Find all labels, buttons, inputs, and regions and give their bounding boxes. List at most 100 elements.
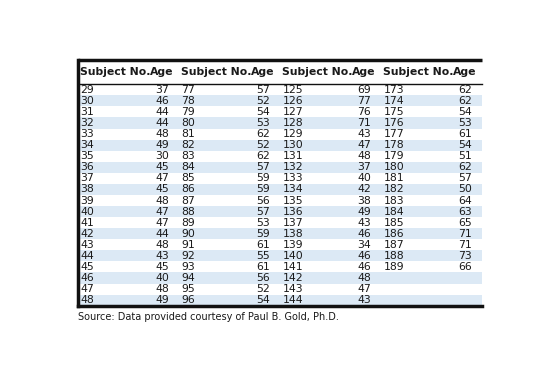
Text: 133: 133 <box>282 173 303 183</box>
Text: 59: 59 <box>256 229 270 239</box>
Text: 132: 132 <box>282 162 303 172</box>
Text: 137: 137 <box>282 217 303 228</box>
Text: 136: 136 <box>282 207 303 217</box>
Text: 91: 91 <box>181 240 195 250</box>
Text: 52: 52 <box>256 140 270 150</box>
Text: 44: 44 <box>80 251 94 261</box>
Text: 71: 71 <box>458 229 472 239</box>
Text: 46: 46 <box>357 251 371 261</box>
Text: 177: 177 <box>383 129 404 139</box>
Text: 29: 29 <box>80 85 94 95</box>
Text: 65: 65 <box>458 217 472 228</box>
Text: 173: 173 <box>383 85 404 95</box>
Text: 49: 49 <box>357 207 371 217</box>
Text: 44: 44 <box>155 107 169 117</box>
Text: 47: 47 <box>357 284 371 294</box>
Text: 62: 62 <box>458 162 472 172</box>
Bar <box>78 206 482 217</box>
Text: 185: 185 <box>383 217 404 228</box>
Text: Age: Age <box>352 67 376 77</box>
Text: 174: 174 <box>383 96 404 106</box>
Bar <box>78 173 482 184</box>
Text: 47: 47 <box>357 140 371 150</box>
Bar <box>78 118 482 128</box>
Text: 31: 31 <box>80 107 94 117</box>
Text: 47: 47 <box>155 173 169 183</box>
Text: 134: 134 <box>282 185 303 194</box>
Text: Age: Age <box>453 67 477 77</box>
Text: 59: 59 <box>256 185 270 194</box>
Text: 37: 37 <box>155 85 169 95</box>
Text: 182: 182 <box>383 185 404 194</box>
Text: 38: 38 <box>80 185 94 194</box>
Text: 41: 41 <box>80 217 94 228</box>
Bar <box>78 284 482 295</box>
Text: 35: 35 <box>80 151 94 161</box>
Text: Age: Age <box>251 67 275 77</box>
Text: 40: 40 <box>80 207 94 217</box>
Bar <box>78 128 482 140</box>
Text: 53: 53 <box>458 118 472 128</box>
Text: 62: 62 <box>256 129 270 139</box>
Text: 42: 42 <box>357 185 371 194</box>
Text: 48: 48 <box>80 295 94 305</box>
Text: 57: 57 <box>256 85 270 95</box>
Text: 93: 93 <box>181 262 195 272</box>
Text: 46: 46 <box>357 229 371 239</box>
Bar <box>78 106 482 118</box>
Text: 61: 61 <box>256 240 270 250</box>
Text: 96: 96 <box>181 295 195 305</box>
Text: 32: 32 <box>80 118 94 128</box>
Text: 45: 45 <box>155 185 169 194</box>
Text: 59: 59 <box>256 173 270 183</box>
Text: 89: 89 <box>181 217 195 228</box>
Text: Subject No.: Subject No. <box>383 67 454 77</box>
Text: 135: 135 <box>282 195 303 205</box>
Text: 131: 131 <box>282 151 303 161</box>
Text: 71: 71 <box>458 240 472 250</box>
Text: 48: 48 <box>155 195 169 205</box>
Text: 186: 186 <box>383 229 404 239</box>
Text: 175: 175 <box>383 107 404 117</box>
Bar <box>78 95 482 106</box>
Text: 43: 43 <box>357 129 371 139</box>
Text: 129: 129 <box>282 129 303 139</box>
Text: 76: 76 <box>357 107 371 117</box>
Text: 73: 73 <box>458 251 472 261</box>
Bar <box>78 250 482 261</box>
Text: 62: 62 <box>458 85 472 95</box>
Text: 142: 142 <box>282 273 303 283</box>
Text: 63: 63 <box>458 207 472 217</box>
Text: 56: 56 <box>256 273 270 283</box>
Text: 95: 95 <box>181 284 195 294</box>
Text: Age: Age <box>150 67 174 77</box>
Text: 54: 54 <box>256 107 270 117</box>
Text: 126: 126 <box>282 96 303 106</box>
Text: 40: 40 <box>155 273 169 283</box>
Text: 77: 77 <box>181 85 195 95</box>
Bar <box>78 60 482 84</box>
Text: 37: 37 <box>357 162 371 172</box>
Text: 30: 30 <box>80 96 94 106</box>
Text: 79: 79 <box>181 107 195 117</box>
Text: 87: 87 <box>181 195 195 205</box>
Text: Source: Data provided courtesy of Paul B. Gold, Ph.D.: Source: Data provided courtesy of Paul B… <box>78 312 339 322</box>
Text: 39: 39 <box>80 195 94 205</box>
Text: 53: 53 <box>256 217 270 228</box>
Text: 94: 94 <box>181 273 195 283</box>
Text: 48: 48 <box>155 240 169 250</box>
Text: 47: 47 <box>155 217 169 228</box>
Text: 46: 46 <box>80 273 94 283</box>
Text: 85: 85 <box>181 173 195 183</box>
Text: 128: 128 <box>282 118 303 128</box>
Text: 40: 40 <box>357 173 371 183</box>
Bar <box>78 239 482 250</box>
Text: 78: 78 <box>181 96 195 106</box>
Text: 57: 57 <box>458 173 472 183</box>
Bar <box>78 261 482 272</box>
Text: 139: 139 <box>282 240 303 250</box>
Text: 34: 34 <box>80 140 94 150</box>
Bar <box>78 195 482 206</box>
Text: 56: 56 <box>256 195 270 205</box>
Text: Subject No.: Subject No. <box>80 67 151 77</box>
